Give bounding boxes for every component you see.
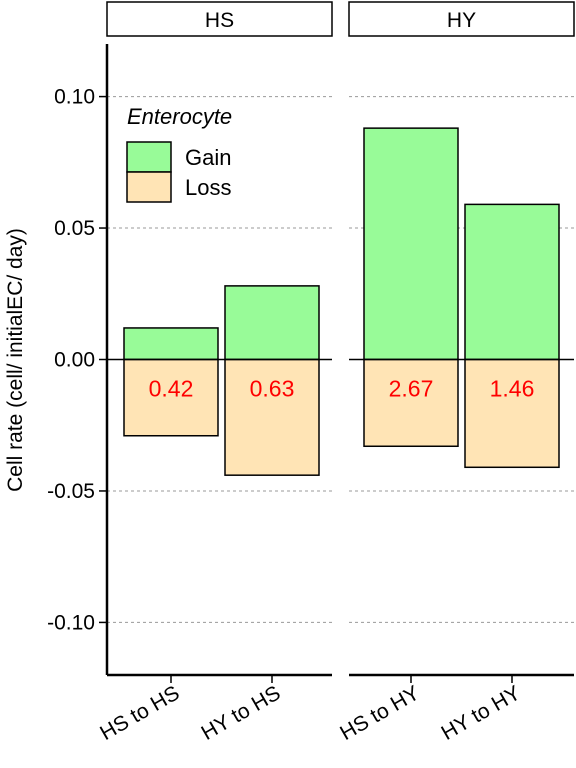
- y-axis-title: Cell rate (cell/ initialEC/ day): [4, 228, 27, 492]
- bar-gain: [123, 327, 219, 361]
- facet-strip-hy-box: [348, 1, 575, 37]
- x-tick-label: HS to HY: [336, 681, 423, 745]
- x-tick-label: HY to HY: [438, 681, 525, 744]
- legend-label: Gain: [185, 145, 231, 170]
- bars: 0.42 0.63 2.67 1.46: [107, 127, 574, 476]
- x-tick-label: HY to HS: [198, 681, 285, 744]
- legend-swatch: [126, 171, 172, 203]
- y-tick-label: -0.05: [47, 480, 95, 503]
- bar-loss: [224, 358, 320, 476]
- bar-loss: [464, 358, 560, 469]
- bar-annotation: 1.46: [490, 376, 535, 402]
- bar-gain: [363, 127, 459, 361]
- bar-gain: [224, 285, 320, 361]
- bar-annotation: 0.63: [250, 376, 295, 402]
- facet-strip-hs-label: HS: [205, 9, 234, 32]
- facet-strip-hy: HY: [348, 1, 575, 37]
- x-tick-label: HS to HS: [96, 681, 183, 745]
- legend-swatch: [126, 141, 172, 173]
- bar-loss: [123, 358, 219, 437]
- y-tick-label: 0.00: [54, 349, 95, 372]
- facet-strip-hs: HS: [106, 1, 333, 37]
- legend-label: Loss: [185, 175, 231, 200]
- facet-strip-hs-box: [106, 1, 333, 37]
- bar-annotation: 2.67: [389, 376, 434, 402]
- y-tick-label: 0.05: [54, 217, 95, 240]
- y-tick-label: 0.10: [54, 86, 95, 109]
- bar-loss: [363, 358, 459, 448]
- legend-title: Enterocyte: [127, 104, 232, 129]
- bar-gain: [464, 203, 560, 361]
- facet-strip-hy-label: HY: [447, 9, 476, 32]
- y-tick-label: -0.10: [47, 611, 95, 634]
- bar-annotation: 0.42: [149, 376, 194, 402]
- legend: Enterocyte Gain Loss: [126, 104, 232, 203]
